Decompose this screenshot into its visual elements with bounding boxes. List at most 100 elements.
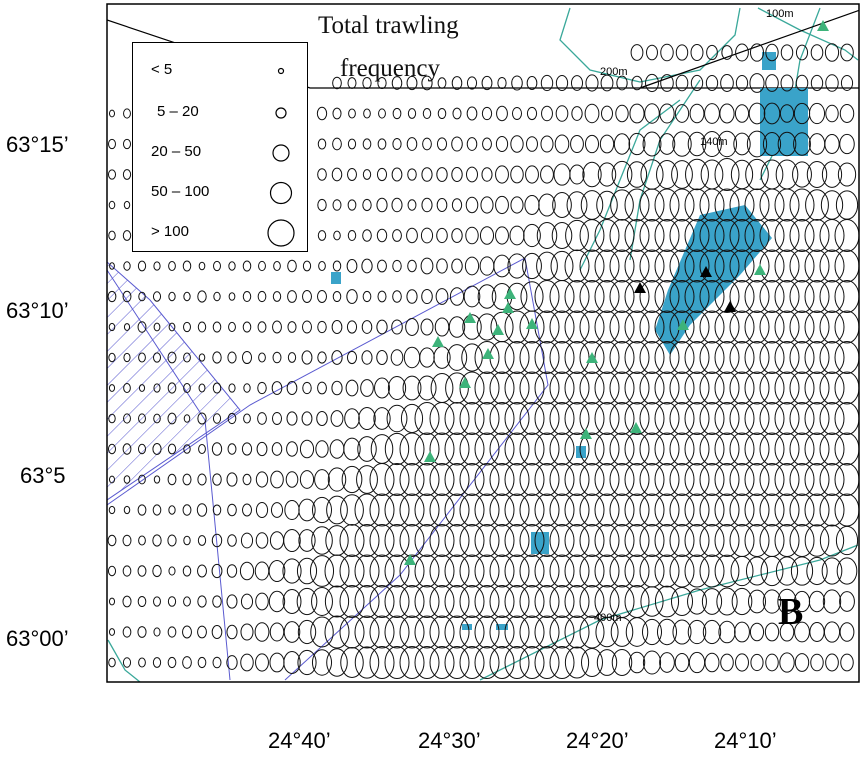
trawl-circle: [376, 228, 388, 243]
trawl-circle: [241, 442, 253, 456]
trawl-circle: [510, 135, 524, 153]
trawl-circle: [330, 410, 344, 427]
trawl-circle: [599, 134, 615, 154]
trawl-circle: [474, 585, 500, 618]
trawl-circle: [549, 463, 575, 496]
trawl-circle: [495, 226, 509, 245]
trawl-circle: [255, 653, 269, 672]
trawl-circle: [699, 524, 725, 557]
trawl-circle: [564, 615, 590, 649]
trawl-circle: [759, 310, 785, 344]
trawl-circle: [490, 311, 514, 343]
trawl-circle: [376, 197, 388, 213]
trawl-circle: [840, 75, 854, 91]
trawl-circle: [660, 74, 674, 92]
trawl-circle: [789, 280, 815, 313]
trawl-circle: [519, 310, 545, 344]
trawl-circle: [744, 402, 770, 435]
trawl-circle: [459, 646, 485, 679]
trawl-circle: [654, 341, 680, 374]
trawl-circle: [534, 341, 560, 374]
trawl-circle: [108, 109, 116, 118]
trawl-circle: [624, 402, 650, 435]
trawl-circle: [287, 321, 297, 333]
trawl-circle: [123, 261, 131, 271]
trawl-circle: [642, 131, 662, 157]
trawl-circle: [255, 471, 269, 488]
trawl-circle: [526, 106, 538, 121]
trawl-circle: [255, 502, 269, 518]
triangle-marker: [586, 352, 598, 363]
trawl-circle: [137, 595, 147, 608]
trawl-circle: [386, 404, 408, 433]
trawl-circle: [594, 432, 620, 466]
trawl-circle: [343, 437, 361, 461]
trawl-circle: [122, 534, 132, 547]
trawl-circle: [272, 291, 282, 302]
trawl-circle: [594, 402, 620, 435]
trawl-circle: [107, 443, 117, 455]
trawl-circle: [167, 382, 177, 394]
trawl-circle: [377, 138, 387, 150]
trawl-circle: [564, 554, 590, 588]
trawl-circle: [628, 132, 646, 156]
legend-label-2: 5 – 20: [157, 103, 199, 120]
trawl-circle: [774, 188, 800, 222]
trawl-circle: [795, 74, 809, 92]
trawl-circle: [819, 310, 845, 344]
trawl-circle: [414, 615, 440, 649]
trawl-circle: [108, 475, 116, 484]
trawl-circle: [227, 443, 237, 455]
trawl-circle: [414, 463, 440, 496]
trawl-circle: [744, 341, 770, 374]
trawl-circle: [570, 134, 584, 154]
blue-areas: [331, 52, 808, 630]
trawl-circle: [211, 533, 223, 548]
trawl-circle: [243, 413, 251, 424]
boundary-line: [107, 257, 549, 681]
trawl-circle: [299, 470, 315, 489]
trawl-circle: [762, 132, 782, 156]
trawl-circle: [672, 619, 692, 645]
trawl-circle: [744, 188, 770, 222]
trawl-circle: [399, 646, 425, 679]
trawl-circle: [714, 280, 740, 313]
trawl-circle: [123, 475, 131, 484]
blue-area-small-2: [576, 446, 586, 458]
trawl-circle: [362, 229, 372, 242]
trawl-circle: [298, 498, 316, 522]
trawl-circle: [536, 251, 558, 281]
trawl-circle: [601, 105, 613, 122]
trawl-circle: [555, 74, 569, 92]
trawl-circle: [182, 565, 192, 577]
trawl-circle: [212, 413, 222, 424]
trawl-circle: [376, 349, 388, 366]
trawl-circle: [749, 73, 765, 93]
trawl-circle: [534, 585, 560, 618]
trawl-circle: [744, 371, 770, 405]
trawl-circle: [789, 463, 815, 496]
trawl-circle: [564, 432, 590, 466]
trawl-circle: [714, 249, 740, 283]
trawl-circle: [449, 287, 465, 306]
trawl-circle: [374, 377, 390, 399]
trawl-circle: [549, 646, 575, 679]
trawl-circle: [420, 257, 434, 275]
trawl-circle: [571, 106, 583, 121]
trawl-circle: [579, 249, 605, 283]
trawl-circle: [226, 594, 238, 609]
trawl-circle: [183, 414, 191, 423]
trawl-circle: [821, 557, 843, 585]
trawl-circle: [331, 167, 343, 182]
trawl-circle: [459, 432, 485, 466]
trawl-circle: [584, 103, 600, 124]
trawl-circle: [549, 371, 575, 405]
trawl-circle: [123, 383, 131, 393]
trawl-circle: [714, 524, 740, 557]
trawl-circle: [700, 159, 724, 190]
trawl-circle: [549, 585, 575, 618]
trawl-circle: [311, 526, 333, 555]
trawl-circle: [504, 524, 530, 557]
depth-label-400m: 400m: [594, 612, 622, 624]
trawl-circle: [639, 249, 665, 283]
